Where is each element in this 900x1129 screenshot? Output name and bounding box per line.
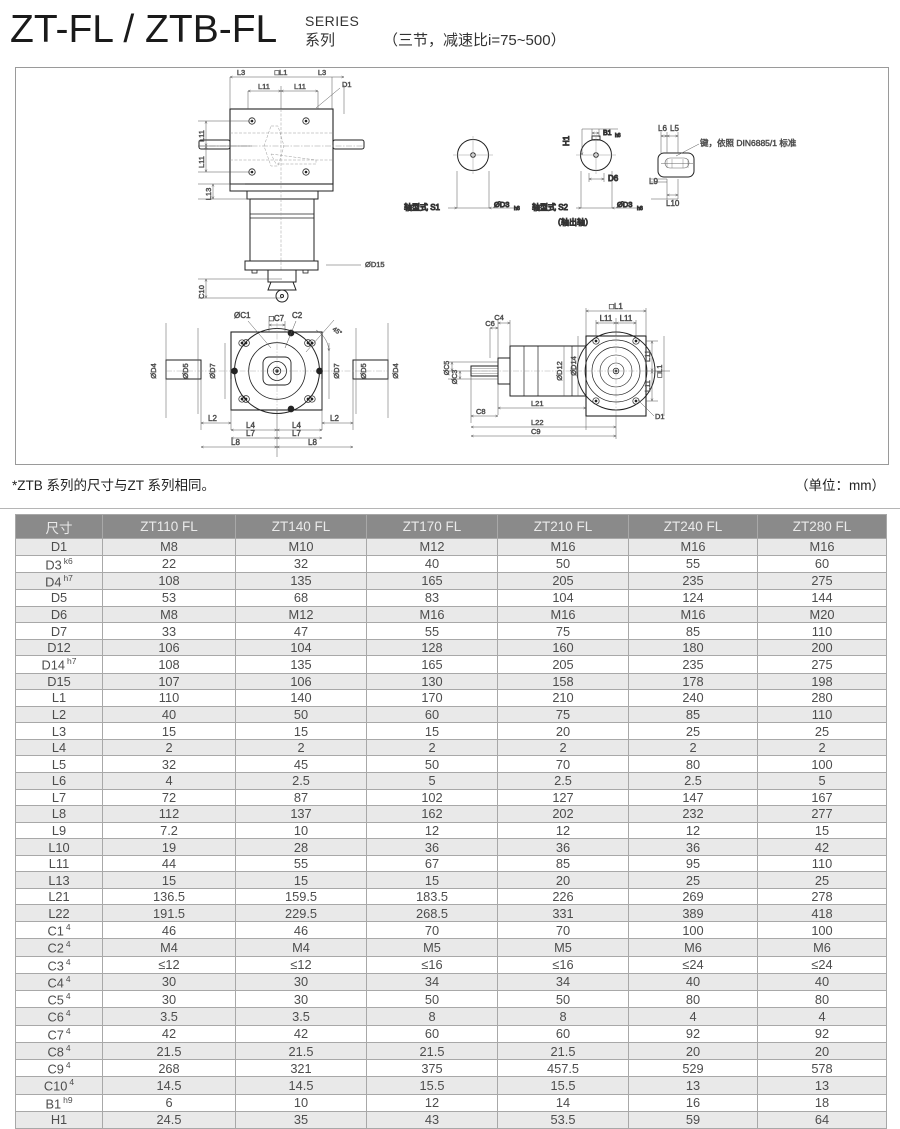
svg-text:轴型式 S1: 轴型式 S1	[404, 202, 441, 212]
svg-text:□C7: □C7	[269, 314, 285, 323]
svg-text:h8: h8	[615, 133, 621, 139]
svg-text:L11: L11	[197, 156, 206, 168]
svg-text:L13: L13	[204, 188, 213, 201]
svg-text:轴型式 S2: 轴型式 S2	[532, 202, 569, 212]
svg-text:L10: L10	[666, 199, 680, 208]
svg-text:L11: L11	[620, 314, 633, 323]
svg-text:ØD3: ØD3	[494, 200, 509, 209]
svg-text:□L1: □L1	[655, 365, 664, 378]
svg-text:C10: C10	[197, 285, 206, 299]
svg-text:D1: D1	[655, 412, 665, 421]
svg-text:L2: L2	[330, 414, 339, 423]
svg-text:L8: L8	[231, 438, 240, 447]
svg-text:h8: h8	[637, 206, 643, 212]
svg-text:L7: L7	[246, 429, 255, 438]
svg-text:C2: C2	[292, 311, 303, 320]
svg-text:L11: L11	[600, 314, 613, 323]
svg-text:ØC5: ØC5	[444, 361, 451, 376]
svg-text:ØD7: ØD7	[208, 363, 217, 378]
svg-text:ØC3: ØC3	[452, 370, 459, 385]
svg-text:D6: D6	[608, 174, 619, 183]
svg-text:B1: B1	[603, 130, 612, 137]
svg-text:ØD5: ØD5	[181, 363, 190, 378]
svg-text:C8: C8	[476, 407, 486, 416]
svg-text:C4: C4	[494, 313, 504, 322]
svg-text:ØD4: ØD4	[391, 363, 400, 378]
svg-text:h8: h8	[514, 206, 520, 212]
svg-text:L11: L11	[258, 82, 270, 91]
svg-text:C9: C9	[531, 427, 541, 436]
svg-text:D1: D1	[342, 80, 352, 89]
svg-text:L3: L3	[318, 68, 326, 77]
svg-text:□L1: □L1	[609, 302, 623, 311]
svg-text:（轴出轴）: （轴出轴）	[553, 217, 593, 227]
svg-text:L22: L22	[531, 418, 544, 427]
svg-text:C6: C6	[485, 319, 495, 328]
svg-text:ØD3: ØD3	[617, 200, 632, 209]
svg-text:□L1: □L1	[275, 68, 288, 77]
svg-text:L8: L8	[308, 438, 317, 447]
svg-text:L5: L5	[670, 124, 679, 133]
svg-text:ØD15: ØD15	[365, 260, 385, 269]
svg-text:ØD12: ØD12	[555, 361, 564, 381]
svg-text:ØD14: ØD14	[569, 356, 578, 376]
svg-text:H1: H1	[562, 135, 571, 146]
svg-text:键，依照 DIN6885/1 标准: 键，依照 DIN6885/1 标准	[700, 138, 797, 148]
svg-text:L3: L3	[237, 68, 245, 77]
svg-text:L9: L9	[649, 177, 658, 186]
svg-text:L7: L7	[292, 429, 301, 438]
svg-text:L11: L11	[643, 380, 652, 392]
svg-text:ØD7: ØD7	[332, 363, 341, 378]
svg-text:L21: L21	[531, 399, 544, 408]
svg-text:ØC1: ØC1	[234, 311, 251, 320]
svg-text:L2: L2	[208, 414, 217, 423]
svg-text:L11: L11	[197, 130, 206, 142]
svg-text:ØD5: ØD5	[359, 363, 368, 378]
svg-text:L6: L6	[658, 124, 667, 133]
svg-text:45°: 45°	[331, 325, 344, 337]
svg-text:ØD4: ØD4	[149, 363, 158, 378]
svg-text:L11: L11	[643, 350, 652, 362]
svg-text:L11: L11	[294, 82, 306, 91]
